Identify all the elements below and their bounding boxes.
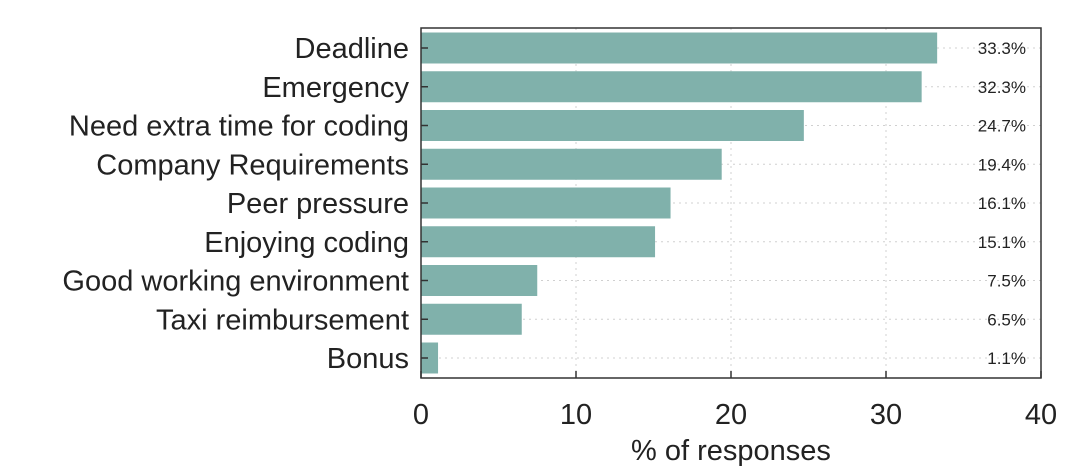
category-label: Enjoying coding xyxy=(204,227,409,259)
x-tick-label: 0 xyxy=(413,399,429,431)
bars xyxy=(421,32,938,374)
value-label: 15.1% xyxy=(978,233,1026,252)
bar xyxy=(421,226,656,258)
x-tick-label: 20 xyxy=(715,399,747,431)
category-label: Good working environment xyxy=(62,266,409,298)
bar xyxy=(421,148,722,180)
value-label: 1.1% xyxy=(987,349,1026,368)
bar xyxy=(421,265,538,296)
category-label: Taxi reimbursement xyxy=(156,304,409,336)
x-tick-label: 30 xyxy=(870,399,902,431)
value-label: 6.5% xyxy=(987,310,1026,329)
x-tick-label: 10 xyxy=(560,399,592,431)
category-label: Deadline xyxy=(295,33,409,65)
plot-frame xyxy=(420,27,1042,379)
bar xyxy=(421,342,439,374)
category-labels: Deadline Emergency Need extra time for cod… xyxy=(62,33,409,375)
category-label: Emergency xyxy=(262,72,409,104)
category-label: Bonus xyxy=(327,343,409,375)
category-label: Need extra time for coding xyxy=(69,111,409,143)
x-axis-title: % of responses xyxy=(631,435,831,467)
category-label: Peer pressure xyxy=(227,188,409,220)
value-label: 33.3% xyxy=(978,39,1026,58)
bar xyxy=(421,110,804,141)
value-labels: 33.3% 32.3% 24.7% 19.4% 16.1% 15.1% 7.5% 6.5% 1.… xyxy=(978,39,1026,368)
bar xyxy=(421,71,922,103)
bar xyxy=(421,187,671,219)
value-label: 19.4% xyxy=(978,155,1026,174)
bar xyxy=(421,303,522,335)
value-label: 7.5% xyxy=(987,272,1026,291)
category-label: Company Requirements xyxy=(96,149,409,181)
x-tick-label: 40 xyxy=(1025,399,1057,431)
bar xyxy=(421,32,938,64)
value-label: 16.1% xyxy=(978,194,1026,213)
value-label: 32.3% xyxy=(978,78,1026,97)
x-axis-ticks: 0 10 20 30 40 xyxy=(413,47,1057,431)
value-label: 24.7% xyxy=(978,117,1026,136)
